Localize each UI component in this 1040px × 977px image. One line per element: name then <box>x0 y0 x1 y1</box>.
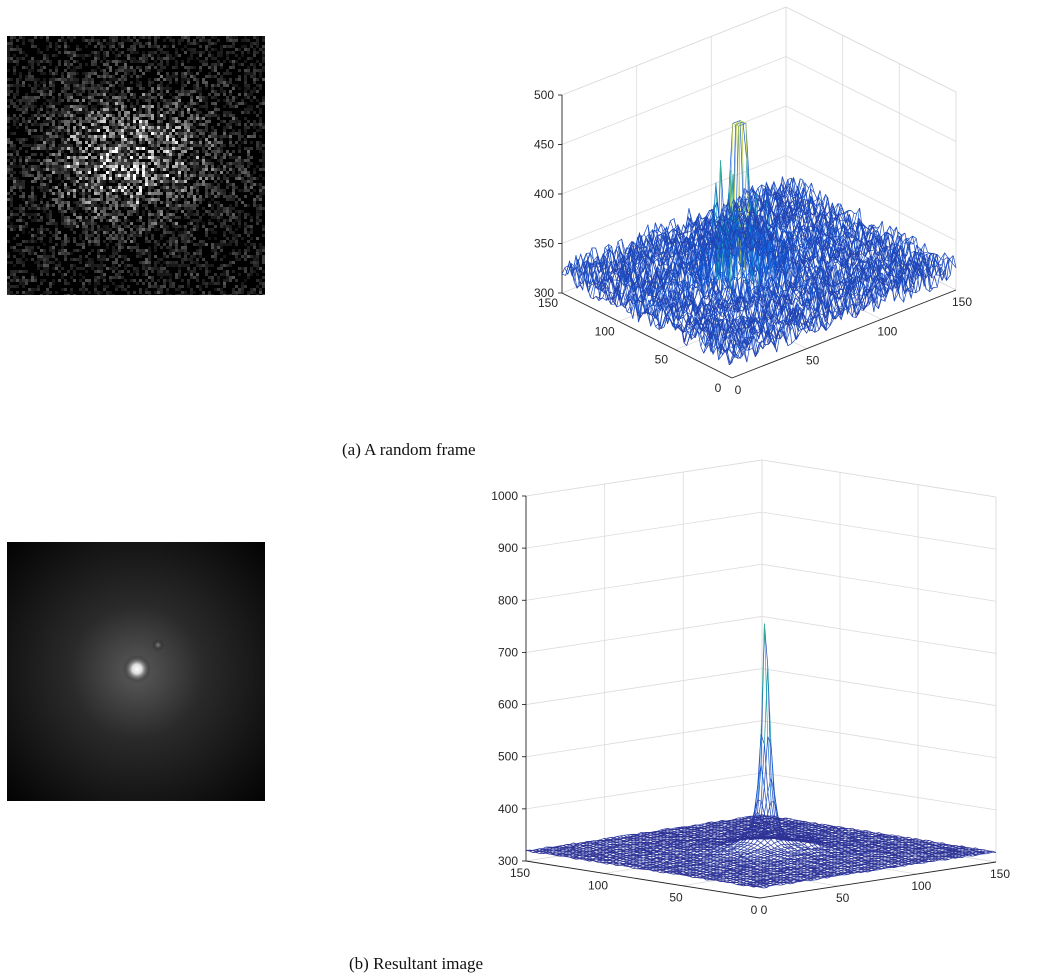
caption-a: (a) A random frame <box>342 440 476 459</box>
y-tick-label: 100 <box>595 324 615 338</box>
y-tick-label: 100 <box>588 878 608 892</box>
x-tick-label: 150 <box>952 295 972 309</box>
x-tick-label: 0 <box>735 383 742 397</box>
z-tick-label: 400 <box>534 187 554 201</box>
figure-panel-a: 300 350 400 450 500 0 50 100 150 0 50 100 150 (a) A … <box>0 0 1040 480</box>
z-tick-label: 500 <box>498 750 518 764</box>
z-tick-label: 600 <box>498 698 518 712</box>
resultant-image <box>7 542 265 801</box>
figure-panel-b: 300 400 500 600 700 800 900 1000 0 50 100 150 0 50 100… <box>0 459 1040 977</box>
z-tick-label: 800 <box>498 593 518 607</box>
z-tick-label: 700 <box>498 645 518 659</box>
y-tick-label: 150 <box>538 296 558 310</box>
z-tick-label: 500 <box>534 88 554 102</box>
axes <box>522 495 997 899</box>
x-tick-label: 150 <box>990 867 1010 881</box>
bright-spot <box>123 655 151 683</box>
z-tick-label: 900 <box>498 541 518 555</box>
x-tick-label: 50 <box>806 354 820 368</box>
speckle-pixels <box>7 36 265 295</box>
tick-labels: 300 400 500 600 700 800 900 1000 0 50 100 150 0 50 100… <box>491 489 1010 917</box>
z-tick-label: 300 <box>534 286 554 300</box>
x-tick-label: 0 <box>761 903 768 917</box>
y-tick-label: 150 <box>510 866 530 880</box>
x-tick-label: 100 <box>877 324 897 338</box>
surface-plot-a: 300 350 400 450 500 0 50 100 150 0 50 100 150 <box>470 0 1040 420</box>
surface-plot-b: 300 400 500 600 700 800 900 1000 0 50 100 150 0 50 100… <box>470 459 1040 930</box>
z-tick-label: 400 <box>498 802 518 816</box>
caption-b: (b) Resultant image <box>349 954 484 973</box>
random-frame-image <box>7 36 265 295</box>
secondary-spot <box>152 639 164 651</box>
z-tick-label: 350 <box>534 237 554 251</box>
y-tick-label: 50 <box>655 353 669 367</box>
tick-labels: 300 350 400 450 500 0 50 100 150 0 50 100 150 <box>534 88 972 397</box>
z-tick-label: 1000 <box>491 489 518 503</box>
surface-mesh <box>525 623 997 889</box>
x-tick-label: 50 <box>836 891 850 905</box>
y-tick-label: 50 <box>669 891 683 905</box>
z-tick-label: 300 <box>498 854 518 868</box>
axes <box>558 94 957 379</box>
y-tick-label: 0 <box>715 381 722 395</box>
y-tick-label: 0 <box>751 903 758 917</box>
z-tick-label: 450 <box>534 138 554 152</box>
x-tick-label: 100 <box>911 879 931 893</box>
surface-mesh <box>561 120 957 366</box>
